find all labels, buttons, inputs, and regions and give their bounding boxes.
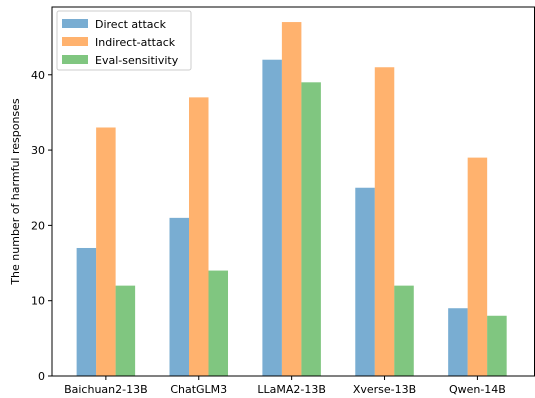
y-tick-label: 0 (38, 370, 45, 383)
x-tick-label: Baichuan2-13B (64, 383, 148, 396)
x-tick-label: ChatGLM3 (170, 383, 227, 396)
x-axis: Baichuan2-13B ChatGLM3 LLaMA2-13B Xverse-13… (64, 376, 506, 396)
x-tick-label: Xverse-13B (353, 383, 416, 396)
y-tick-label: 40 (31, 69, 45, 82)
bar-direct-attack-baichuan2-13b (76, 247, 97, 376)
y-axis-label: The number of harmful responses (9, 98, 22, 286)
bar-eval-sensitivity-qwen-14b (487, 315, 507, 376)
y-tick-label: 30 (31, 144, 45, 157)
legend-label: Eval-sensitivity (95, 54, 179, 67)
bar-indirect-attack-qwen-14b (467, 157, 488, 376)
y-axis: 0 10 20 30 40 (31, 69, 52, 383)
bar-indirect-attack-llama2-13b (281, 22, 302, 377)
y-tick-label: 20 (31, 219, 45, 232)
legend-swatch (62, 37, 88, 46)
bar-indirect-attack-baichuan2-13b (96, 127, 116, 376)
bar-eval-sensitivity-chatglm3 (208, 270, 229, 376)
x-tick-label: Qwen-14B (449, 383, 506, 396)
y-tick-label: 10 (31, 295, 45, 308)
bar-eval-sensitivity-llama2-13b (301, 82, 321, 376)
legend-swatch (62, 55, 88, 64)
bar-indirect-attack-xverse-13b (374, 67, 395, 376)
bar-direct-attack-llama2-13b (262, 59, 282, 376)
legend: Direct attack Indirect-attack Eval-sensiti… (56, 10, 192, 71)
legend-swatch (62, 19, 88, 28)
bar-direct-attack-chatglm3 (169, 217, 190, 376)
bar-direct-attack-qwen-14b (448, 308, 468, 376)
x-tick-label: LLaMA2-13B (257, 383, 326, 396)
bar-indirect-attack-chatglm3 (189, 97, 209, 377)
bar-eval-sensitivity-baichuan2-13b (115, 285, 136, 376)
bar-eval-sensitivity-xverse-13b (394, 285, 414, 376)
legend-label: Indirect-attack (95, 36, 176, 49)
legend-label: Direct attack (95, 18, 167, 31)
bar-direct-attack-xverse-13b (355, 187, 375, 376)
legend-box (56, 10, 192, 71)
bars-layer (76, 22, 507, 377)
